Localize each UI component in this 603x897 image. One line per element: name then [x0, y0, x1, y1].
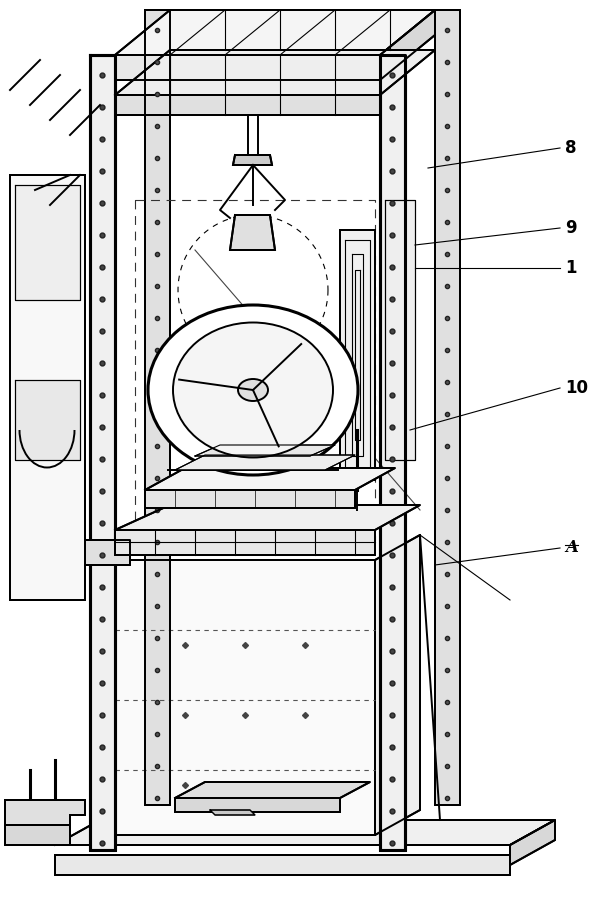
- Polygon shape: [10, 175, 85, 600]
- Polygon shape: [175, 782, 370, 798]
- Polygon shape: [5, 800, 85, 825]
- Polygon shape: [175, 455, 355, 470]
- Polygon shape: [15, 380, 80, 460]
- Polygon shape: [233, 155, 272, 165]
- Text: 1: 1: [565, 259, 576, 277]
- Polygon shape: [115, 10, 435, 55]
- Polygon shape: [380, 55, 405, 850]
- Polygon shape: [380, 10, 435, 80]
- Polygon shape: [195, 445, 335, 456]
- Polygon shape: [175, 798, 340, 812]
- Ellipse shape: [148, 305, 358, 475]
- Text: 10: 10: [565, 379, 588, 397]
- Polygon shape: [340, 230, 375, 480]
- Polygon shape: [55, 820, 555, 845]
- Ellipse shape: [173, 323, 333, 457]
- Polygon shape: [115, 530, 375, 555]
- Polygon shape: [15, 185, 80, 300]
- Ellipse shape: [238, 379, 268, 401]
- Polygon shape: [145, 468, 395, 490]
- Polygon shape: [230, 215, 275, 250]
- Polygon shape: [115, 55, 380, 80]
- Text: 9: 9: [565, 219, 576, 237]
- Text: A: A: [565, 539, 578, 556]
- Polygon shape: [375, 535, 420, 835]
- Polygon shape: [210, 810, 255, 815]
- Polygon shape: [435, 10, 460, 805]
- Polygon shape: [90, 55, 115, 850]
- Polygon shape: [115, 560, 375, 835]
- Polygon shape: [510, 820, 555, 865]
- Polygon shape: [55, 855, 510, 875]
- Text: 8: 8: [565, 139, 576, 157]
- Polygon shape: [115, 505, 420, 530]
- Polygon shape: [115, 95, 380, 115]
- Polygon shape: [145, 10, 170, 805]
- Polygon shape: [85, 540, 130, 565]
- Polygon shape: [385, 200, 415, 460]
- Polygon shape: [115, 50, 435, 95]
- Polygon shape: [5, 825, 70, 845]
- Polygon shape: [145, 490, 355, 508]
